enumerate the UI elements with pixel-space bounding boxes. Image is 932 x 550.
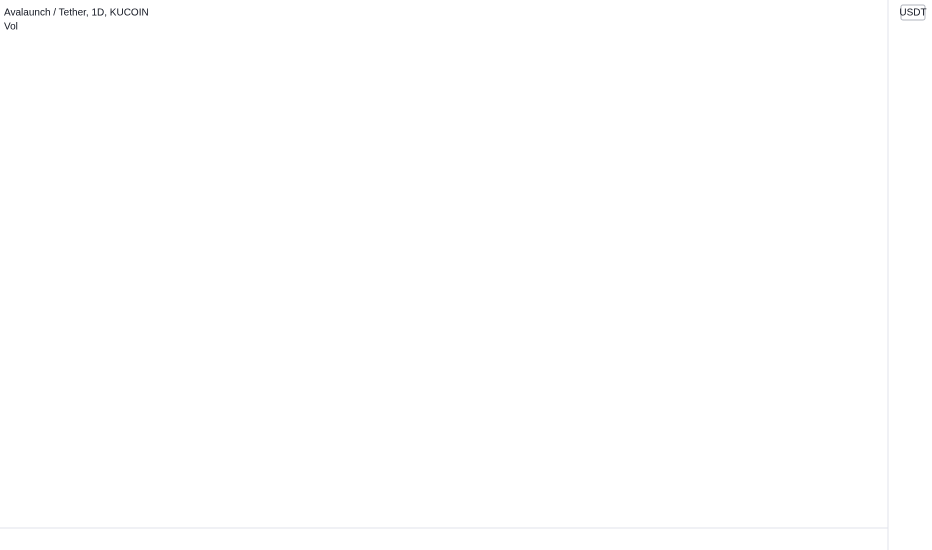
chart-title: Avalaunch / Tether, 1D, KUCOIN [4,8,149,19]
currency-label[interactable]: USDT [899,8,926,19]
volume-label: Vol [4,22,18,33]
currency-box[interactable] [900,4,926,21]
